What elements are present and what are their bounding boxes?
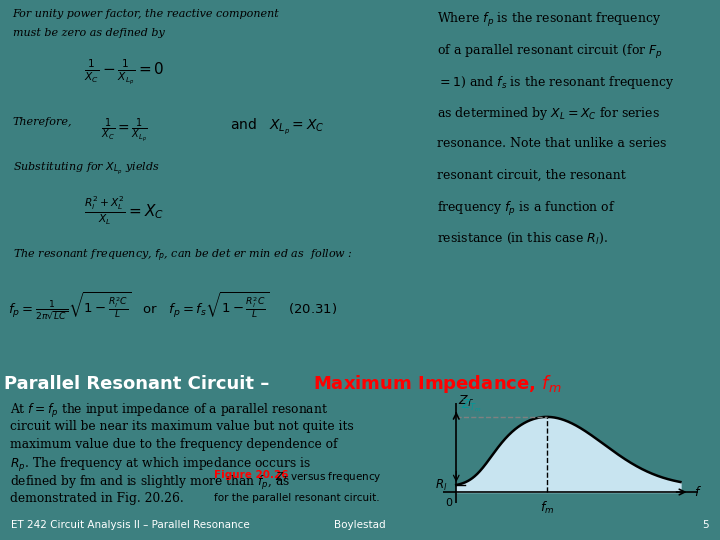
Text: The resonant frequency, $f_p$, can be det er min ed as  follow :: The resonant frequency, $f_p$, can be de…: [12, 248, 353, 264]
Text: resistance (in this case $R_l$).: resistance (in this case $R_l$).: [437, 231, 608, 246]
Text: demonstrated in Fig. 20.26.: demonstrated in Fig. 20.26.: [11, 492, 184, 505]
Text: $f_p = \frac{1}{2\pi\sqrt{LC}}\sqrt{1-\frac{R_l^2 C}{L}}$   or   $f_p = f_s\sqrt: $f_p = \frac{1}{2\pi\sqrt{LC}}\sqrt{1-\f…: [9, 291, 338, 321]
Text: of a parallel resonant circuit (for $F_p$: of a parallel resonant circuit (for $F_p…: [437, 43, 663, 60]
Text: Where $f_p$ is the resonant frequency: Where $f_p$ is the resonant frequency: [437, 11, 661, 29]
Text: $Z_T$ versus frequency: $Z_T$ versus frequency: [275, 470, 382, 484]
Text: 0: 0: [445, 498, 451, 508]
Text: must be zero as defined by: must be zero as defined by: [12, 28, 164, 38]
Text: resonant circuit, the resonant: resonant circuit, the resonant: [437, 168, 626, 181]
Text: circuit will be near its maximum value but not quite its: circuit will be near its maximum value b…: [11, 421, 354, 434]
Text: Therefore,: Therefore,: [12, 117, 72, 126]
Text: $R_l$: $R_l$: [435, 477, 447, 492]
Text: as determined by $X_L = X_C$ for series: as determined by $X_L = X_C$ for series: [437, 105, 660, 123]
Text: ET 242 Circuit Analysis II – Parallel Resonance: ET 242 Circuit Analysis II – Parallel Re…: [11, 520, 250, 530]
Text: $R_p$. The frequency at which impedance occurs is: $R_p$. The frequency at which impedance …: [11, 456, 311, 474]
Text: for the parallel resonant circuit.: for the parallel resonant circuit.: [214, 493, 379, 503]
Text: maximum value due to the frequency dependence of: maximum value due to the frequency depen…: [11, 438, 338, 451]
Text: Substituting for $X_{L_p}$ yields: Substituting for $X_{L_p}$ yields: [12, 161, 159, 177]
Text: $f$: $f$: [694, 485, 702, 499]
Text: $\frac{1}{X_C} - \frac{1}{X_{L_p}} = 0$: $\frac{1}{X_C} - \frac{1}{X_{L_p}} = 0$: [84, 57, 164, 87]
Text: frequency $f_p$ is a function of: frequency $f_p$ is a function of: [437, 200, 616, 218]
Text: 5: 5: [703, 520, 709, 530]
Text: and   $X_{L_p} = X_C$: and $X_{L_p} = X_C$: [230, 117, 325, 136]
Text: For unity power factor, the reactive component: For unity power factor, the reactive com…: [12, 9, 279, 19]
Text: Maximum Impedance, $f_m$: Maximum Impedance, $f_m$: [313, 373, 562, 395]
Text: defined by fm and is slightly more than $f_p$, as: defined by fm and is slightly more than …: [11, 474, 291, 492]
Text: resonance. Note that unlike a series: resonance. Note that unlike a series: [437, 137, 667, 150]
Text: Parallel Resonant Circuit –: Parallel Resonant Circuit –: [4, 375, 275, 393]
Text: $Z_{T_m}$: $Z_{T_m}$: [461, 397, 481, 414]
Text: $Z_T$: $Z_T$: [459, 394, 475, 409]
Text: At $f = f_p$ the input impedance of a parallel resonant: At $f = f_p$ the input impedance of a pa…: [11, 402, 328, 421]
Text: Figure 20.26: Figure 20.26: [214, 470, 288, 480]
Text: $\frac{1}{X_C} = \frac{1}{X_{L_p}}$: $\frac{1}{X_C} = \frac{1}{X_{L_p}}$: [101, 117, 148, 145]
Text: $= 1$) and $f_s$ is the resonant frequency: $= 1$) and $f_s$ is the resonant frequen…: [437, 74, 674, 91]
Text: Boylestad: Boylestad: [334, 520, 386, 530]
Text: $\frac{R_l^2 + X_L^2}{X_L} = X_C$: $\frac{R_l^2 + X_L^2}{X_L} = X_C$: [84, 194, 164, 227]
Text: $f_m$: $f_m$: [540, 500, 554, 516]
